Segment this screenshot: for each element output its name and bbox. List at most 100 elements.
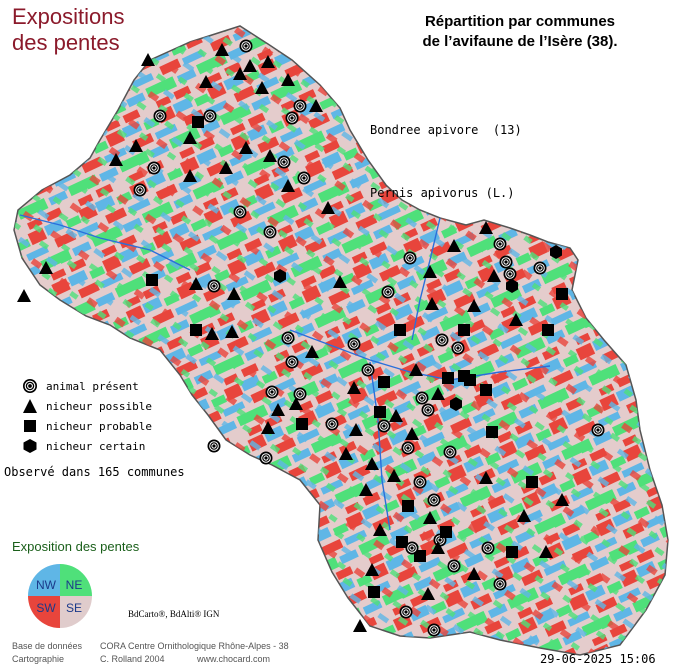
credit-url: www.chocard.com [197,654,271,664]
possible-marker [271,403,285,416]
probable-marker [402,500,414,512]
possible-marker [555,493,569,506]
possible-marker [487,269,501,282]
map-title-line-1: Expositions [12,4,125,29]
possible-marker [423,265,437,278]
present-marker [443,445,457,459]
possible-marker [467,567,481,580]
exposition-compass: NW NE SW SE [28,564,92,628]
present-marker [207,279,221,293]
present-marker [381,285,395,299]
present-marker [133,183,147,197]
possible-marker [479,221,493,234]
possible-marker [509,313,523,326]
probable-marker [378,376,390,388]
possible-marker [333,275,347,288]
legend-label-possible: nicheur possible [46,399,152,413]
possible-marker [309,99,323,112]
copyright-notice: BdCarto®, BdAlti® IGN [128,609,220,619]
legend-item-possible: nicheur possible [22,396,152,416]
present-marker [413,475,427,489]
present-marker [493,237,507,251]
present-marker [297,171,311,185]
present-marker [263,225,277,239]
possible-marker [281,73,295,86]
present-marker [421,403,435,417]
credit-values: CORA Centre Ornithologique Rhône-Alpes -… [100,640,289,666]
possible-marker [129,139,143,152]
credit-label-cartography: Cartographie [12,654,65,664]
possible-marker [479,471,493,484]
legend-label-present: animal présent [46,379,139,393]
possible-marker [39,261,53,274]
present-marker [401,441,415,455]
credits-block: Base de données Cartographie CORA Centre… [12,640,289,666]
present-marker [325,417,339,431]
present-marker [427,493,441,507]
possible-marker [183,169,197,182]
possible-marker [219,161,233,174]
square-icon [24,420,36,432]
present-marker [285,111,299,125]
possible-marker [365,563,379,576]
species-common-name: Bondree apivore (13) [370,123,522,137]
compass-label-sw: SW [36,601,56,615]
target-circle-icon [23,379,37,393]
present-marker [233,205,247,219]
probable-marker [486,426,498,438]
probable-marker [480,384,492,396]
possible-marker [349,423,363,436]
present-marker [239,39,253,53]
probable-marker [146,274,158,286]
present-marker [399,605,413,619]
possible-marker [199,75,213,88]
present-marker [481,541,495,555]
possible-marker [321,201,335,214]
distribution-heading-line-2: de l’avifaune de l’Isère (38). [422,33,618,50]
certain-marker [274,269,286,283]
present-marker [427,623,441,637]
possible-marker [263,149,277,162]
probable-marker [542,324,554,336]
compass-quadrant-ne [60,564,92,596]
present-marker [265,385,279,399]
present-marker [293,99,307,113]
possible-marker [423,511,437,524]
compass-quadrant-sw [28,596,60,628]
present-marker [361,363,375,377]
map-title: Expositions des pentes [12,4,125,56]
present-marker [259,451,273,465]
possible-marker [447,239,461,252]
certain-marker [550,245,562,259]
legend-label-certain: nicheur certain [46,439,146,453]
possible-marker [243,59,257,72]
possible-marker [517,509,531,522]
present-marker [533,261,547,275]
probable-marker [296,418,308,430]
present-marker [285,355,299,369]
distribution-heading-line-1: Répartition par communes [424,13,616,30]
probable-marker [368,586,380,598]
legend-label-probable: nicheur probable [46,419,152,433]
possible-marker [339,447,353,460]
probable-marker [374,406,386,418]
date-stamp: 29-06-2025 15:06 [540,652,656,666]
probable-marker [556,288,568,300]
possible-marker [389,409,403,422]
compass-label-se: SE [66,601,82,615]
compass-quadrant-se [60,596,92,628]
probable-marker [464,374,476,386]
probable-marker [190,324,202,336]
possible-marker [261,421,275,434]
probable-marker [442,372,454,384]
exposition-title: Exposition des pentes [12,539,140,554]
probable-marker [506,546,518,558]
legend-item-certain: nicheur certain [22,436,152,456]
legend-item-present: animal présent [22,376,152,396]
present-marker [377,419,391,433]
certain-marker [450,397,462,411]
possible-marker [405,427,419,440]
present-marker [493,577,507,591]
possible-marker [183,131,197,144]
credit-label-database: Base de données [12,641,83,651]
